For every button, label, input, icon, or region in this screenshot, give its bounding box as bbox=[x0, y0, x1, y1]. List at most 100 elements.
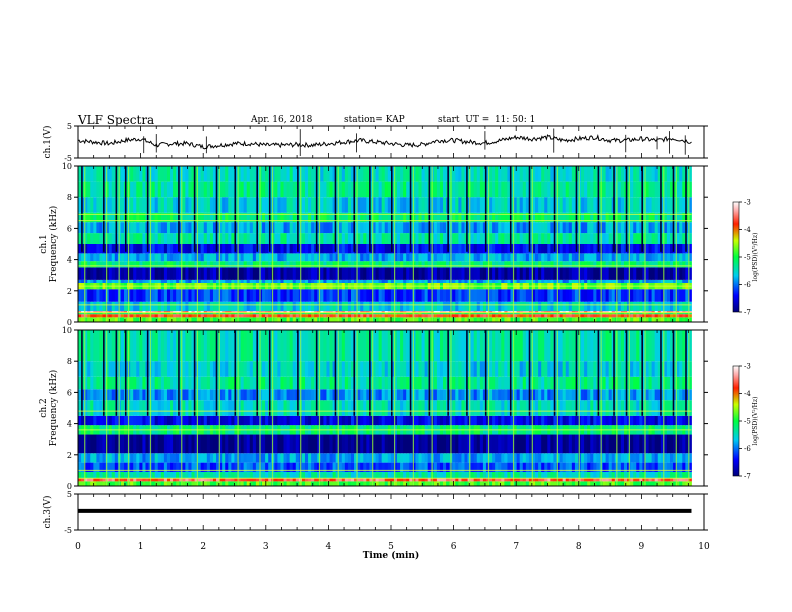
ch1-spectrogram-cell bbox=[553, 289, 557, 302]
ch2-spectrogram-cell bbox=[421, 462, 426, 472]
ch1-spectrogram-cell bbox=[338, 267, 343, 280]
ch1-spectrogram-cell bbox=[436, 253, 441, 262]
ch2-spectrogram-cell bbox=[372, 462, 376, 472]
ch1-spectrogram-cell bbox=[608, 311, 613, 313]
ch1-spectrogram-cell bbox=[366, 314, 370, 318]
ch1-spectrogram-cell bbox=[188, 289, 192, 302]
ch1-spectrogram-cell bbox=[268, 267, 272, 280]
ch2-spectrogram-cell bbox=[660, 462, 665, 472]
ch1-spectrogram-cell bbox=[265, 312, 269, 315]
ch1-spectrogram-cell bbox=[541, 253, 545, 262]
ch1-spectrogram-cell bbox=[154, 244, 159, 254]
ch1-spectrogram-cell bbox=[289, 233, 294, 244]
ch1-spectrogram-cell bbox=[415, 197, 419, 213]
ch1-spectrogram-cell bbox=[185, 222, 189, 234]
ch1-spectrogram-cell bbox=[660, 314, 665, 318]
ch1-spectrogram-cell bbox=[397, 261, 401, 268]
ch1-spectrogram-cell bbox=[418, 244, 422, 254]
ch1-spectrogram-cell bbox=[268, 301, 272, 312]
ch1-spectrogram-cell bbox=[372, 314, 376, 318]
ch1-spectrogram-cell bbox=[400, 197, 404, 213]
ch1-spectrogram-cell bbox=[439, 166, 444, 182]
ch1-spectrogram-cell bbox=[390, 244, 395, 254]
ch1-spectrogram-cell bbox=[329, 261, 333, 268]
ch2-spectrogram-cell bbox=[179, 478, 183, 482]
ch1-spectrogram-cell bbox=[544, 212, 548, 223]
ch1-spectrogram-cell bbox=[301, 301, 306, 312]
ch1-spectrogram-cell bbox=[504, 261, 508, 268]
ch1-spectrogram-cell bbox=[406, 244, 410, 254]
ch2-spectrogram-cell bbox=[366, 453, 370, 463]
ch1-spectrogram-cell bbox=[651, 253, 656, 262]
ch2-spectrogram-cell bbox=[492, 481, 496, 486]
ch1-spectrogram-cell bbox=[157, 317, 162, 322]
ch2-spectrogram-cell bbox=[179, 462, 183, 472]
ch2-spectrogram-cell bbox=[81, 434, 85, 454]
ch2-spectrogram-cell bbox=[81, 481, 85, 486]
ch1-spectrogram-cell bbox=[666, 181, 671, 198]
ch2-spectrogram-cell bbox=[225, 481, 229, 486]
ch1-spectrogram-cell bbox=[130, 253, 134, 262]
ch1-spectrogram-cell bbox=[553, 261, 557, 268]
ch2-spectrogram-cell bbox=[268, 434, 272, 454]
ch1-spectrogram-cell bbox=[633, 197, 637, 213]
ch1-spectrogram-cell bbox=[209, 301, 214, 312]
ch1-spectrogram-cell bbox=[130, 261, 134, 268]
ch2-spectrogram-cell bbox=[160, 471, 165, 479]
ch1-spectrogram-cell bbox=[547, 166, 551, 182]
ch1-spectrogram-cell bbox=[495, 253, 499, 262]
ch1-spectrogram-cell bbox=[568, 222, 573, 234]
ch1-spectrogram-cell bbox=[197, 233, 202, 244]
ch2-spectrogram-cell bbox=[78, 434, 82, 454]
ch1-spectrogram-cell bbox=[225, 279, 229, 283]
ch1-spectrogram-cell bbox=[393, 267, 398, 280]
ch1-spectrogram-cell bbox=[424, 267, 429, 280]
ch2-spectrogram-cell bbox=[277, 471, 281, 479]
ch1-spectrogram-cell bbox=[335, 244, 340, 254]
ch1-spectrogram-cell bbox=[323, 314, 327, 318]
ch1-spectrogram-cell bbox=[338, 212, 343, 223]
ch1-spectrogram-dark-streak bbox=[315, 166, 318, 252]
ch1-spectrogram-cell bbox=[286, 212, 291, 223]
ch2-spectrogram-cell bbox=[679, 462, 683, 472]
ch1-spectrogram-cell bbox=[105, 314, 110, 318]
ch1-spectrogram-cell bbox=[443, 279, 447, 283]
ch2-spectrogram-cell bbox=[439, 471, 444, 479]
ch1-spectrogram-cell bbox=[136, 267, 140, 280]
ch1-spectrogram-dark-streak bbox=[685, 166, 687, 252]
ch1-spectrogram-cell bbox=[489, 311, 493, 313]
ch2-spectrogram-cell bbox=[151, 453, 156, 463]
ch1-spectrogram-cell bbox=[84, 311, 88, 313]
ch1-spectrogram-cell bbox=[96, 166, 100, 182]
ch2-spectrogram-cell bbox=[108, 462, 113, 472]
ch2-spectrogram-cell bbox=[393, 434, 398, 454]
ch2-spectrogram-cell bbox=[403, 478, 407, 482]
ch1-spectrogram-cell bbox=[283, 301, 287, 312]
ch1-spectrogram-cell bbox=[222, 212, 226, 223]
ch1-spectrogram-cell bbox=[418, 181, 422, 198]
ch1-spectrogram-cell bbox=[485, 311, 490, 313]
ch1-waveform-ylabel: ch.1(V) bbox=[42, 126, 53, 159]
ch1-spectrogram-cell bbox=[489, 197, 493, 213]
ch1-spectrogram-cell bbox=[360, 253, 364, 262]
ch1-spectrogram-cell bbox=[366, 289, 370, 302]
ch1-spectrogram-cell bbox=[292, 261, 297, 268]
ch1-spectrogram-cell bbox=[87, 233, 91, 244]
ch1-spectrogram-cell bbox=[182, 289, 186, 302]
ch1-spectrogram-cell bbox=[185, 253, 189, 262]
ch2-spectrogram-cell bbox=[446, 478, 450, 482]
ch2-spectrogram-cell bbox=[323, 478, 327, 482]
ch1-spectrogram-cell bbox=[289, 261, 294, 268]
ch2-spectrogram-cell bbox=[624, 462, 628, 472]
ch2-spectrogram-cell bbox=[587, 453, 591, 463]
ch1-spectrogram-cell bbox=[151, 279, 156, 283]
ch2-spectrogram-cell bbox=[124, 471, 128, 479]
ch1-spectrogram-cell bbox=[154, 279, 159, 283]
ch1-spectrogram-cell bbox=[418, 197, 422, 213]
ch1-spectrogram-cell bbox=[323, 212, 327, 223]
ch1-spectrogram-cell bbox=[163, 311, 168, 313]
ch2-spectrogram-cell bbox=[581, 478, 585, 482]
ch1-spectrogram-cell bbox=[326, 233, 330, 244]
ch1-spectrogram-cell bbox=[108, 279, 113, 283]
ch1-spectrogram-cell bbox=[179, 233, 183, 244]
